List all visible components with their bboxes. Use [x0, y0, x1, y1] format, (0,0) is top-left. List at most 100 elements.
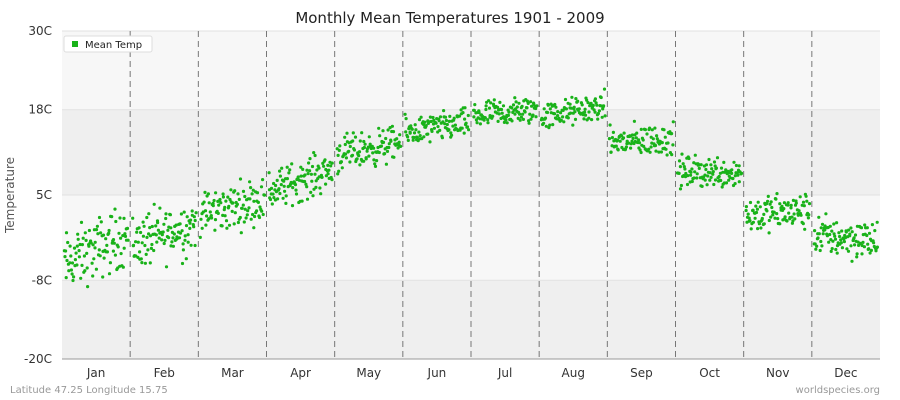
data-point: [185, 215, 189, 219]
legend-marker: [72, 41, 78, 47]
x-tick-label: Dec: [834, 366, 857, 380]
data-point: [423, 120, 427, 124]
data-point: [113, 207, 117, 211]
data-point: [326, 172, 330, 176]
data-point: [257, 215, 262, 220]
data-point: [728, 176, 732, 180]
x-tick-label: Feb: [154, 366, 175, 380]
data-point: [775, 192, 779, 196]
data-point: [125, 226, 130, 230]
data-point: [93, 246, 97, 250]
data-point: [587, 116, 591, 120]
data-point: [472, 115, 476, 119]
data-point: [802, 204, 806, 208]
data-point: [769, 200, 773, 204]
data-point: [816, 236, 820, 240]
data-point: [717, 174, 721, 179]
data-point: [649, 145, 653, 149]
data-point: [87, 244, 91, 248]
data-point: [835, 244, 840, 248]
data-point: [64, 276, 68, 280]
data-point: [283, 189, 287, 193]
data-point: [487, 99, 491, 103]
data-point: [530, 104, 534, 108]
data-point: [107, 272, 112, 276]
data-point: [231, 201, 235, 205]
data-point: [629, 146, 633, 150]
data-point: [548, 107, 552, 111]
data-point: [160, 238, 164, 242]
data-point: [806, 216, 811, 220]
data-point: [163, 238, 167, 242]
data-point: [304, 182, 308, 186]
data-point: [445, 122, 449, 127]
data-point: [824, 212, 828, 216]
data-point: [410, 127, 414, 131]
data-point: [107, 228, 111, 233]
data-point: [123, 232, 127, 236]
data-point: [582, 117, 586, 121]
data-point: [367, 135, 371, 139]
data-point: [384, 136, 388, 141]
data-point: [255, 191, 260, 195]
data-point: [733, 174, 737, 178]
data-point: [460, 126, 464, 130]
data-point: [293, 183, 298, 187]
data-point: [406, 138, 410, 142]
data-point: [755, 207, 760, 211]
data-point: [815, 244, 819, 248]
data-point: [753, 216, 757, 220]
data-point: [662, 128, 666, 132]
data-point: [315, 168, 319, 172]
data-point: [873, 229, 877, 233]
data-point: [772, 210, 776, 214]
data-point: [844, 230, 848, 234]
data-point: [91, 274, 95, 278]
data-point: [337, 148, 341, 152]
data-point: [791, 198, 796, 202]
data-point: [711, 172, 715, 176]
data-point: [677, 159, 682, 163]
data-point: [499, 107, 504, 112]
footer-source: worldspecies.org: [796, 385, 880, 396]
data-point: [205, 214, 209, 218]
data-point: [199, 217, 203, 221]
data-point: [139, 257, 143, 261]
data-point: [789, 203, 793, 207]
data-point: [253, 214, 257, 219]
data-point: [256, 200, 260, 204]
data-point: [453, 123, 457, 127]
data-point: [390, 124, 394, 128]
data-point: [282, 179, 286, 183]
data-point: [766, 194, 770, 198]
data-point: [411, 138, 415, 142]
data-point: [168, 213, 172, 217]
data-point: [78, 242, 82, 247]
data-point: [827, 240, 831, 244]
data-point: [171, 236, 175, 240]
data-point: [574, 97, 578, 101]
data-point: [807, 213, 811, 217]
data-point: [178, 231, 183, 235]
data-point: [875, 220, 879, 224]
data-point: [762, 222, 766, 226]
data-point: [210, 216, 214, 220]
data-point: [760, 216, 764, 221]
data-point: [852, 236, 856, 240]
data-point: [362, 145, 366, 150]
data-point: [428, 140, 432, 144]
data-point: [161, 230, 165, 234]
data-point: [137, 226, 141, 230]
data-point: [534, 106, 538, 111]
data-point: [839, 241, 843, 245]
data-point: [412, 135, 416, 140]
data-point: [778, 202, 782, 206]
data-point: [870, 223, 875, 227]
data-point: [859, 226, 864, 230]
data-point: [375, 159, 379, 163]
data-point: [146, 248, 150, 252]
data-point: [660, 141, 664, 145]
data-point: [443, 122, 447, 126]
data-point: [849, 244, 853, 248]
data-point: [396, 146, 400, 150]
